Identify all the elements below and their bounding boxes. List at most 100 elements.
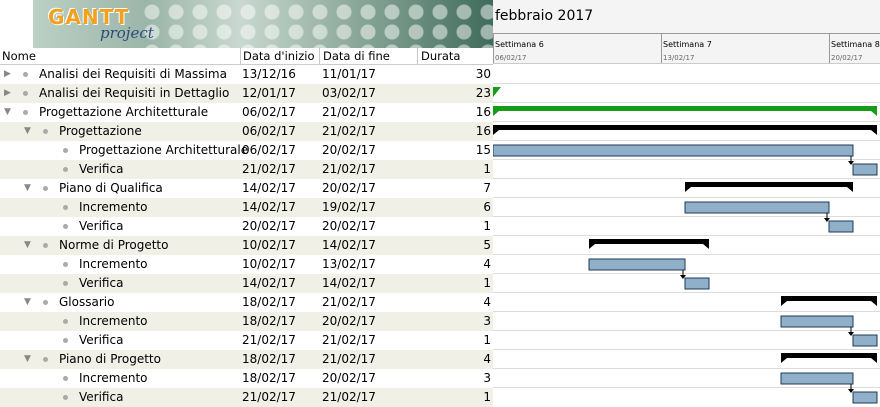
task-bar[interactable] [780, 372, 854, 385]
task-start-date[interactable]: 18/02/17 [242, 371, 296, 385]
task-start-date[interactable]: 14/02/17 [242, 200, 296, 214]
offscreen-phase-bar[interactable] [493, 87, 501, 97]
task-start-date[interactable]: 06/02/17 [242, 124, 296, 138]
task-start-date[interactable]: 13/12/16 [242, 67, 296, 81]
column-header-name[interactable]: Nome [2, 49, 36, 63]
task-duration[interactable]: 16 [475, 105, 491, 119]
task-name[interactable]: Analisi dei Requisiti in Dettaglio [39, 86, 230, 100]
task-duration[interactable]: 1 [483, 390, 491, 404]
phase-summary-bar[interactable] [493, 106, 877, 116]
task-duration[interactable]: 4 [483, 352, 491, 366]
task-row[interactable]: Progettazione Architetturale 06/02/17 20/0… [0, 141, 493, 160]
task-bar[interactable] [852, 391, 878, 404]
task-end-date[interactable]: 21/02/17 [322, 333, 376, 347]
collapse-arrow-icon[interactable]: ▼ [24, 183, 31, 193]
expand-arrow-icon[interactable]: ▶ [4, 88, 11, 98]
task-end-date[interactable]: 20/02/17 [322, 219, 376, 233]
column-header-start[interactable]: Data d'inizio [243, 49, 315, 63]
collapse-arrow-icon[interactable]: ▼ [24, 354, 31, 364]
task-start-date[interactable]: 14/02/17 [242, 181, 296, 195]
task-name[interactable]: Progettazione Architetturale [79, 143, 249, 157]
task-end-date[interactable]: 21/02/17 [322, 390, 376, 404]
task-row[interactable]: Incremento 10/02/17 13/02/17 4 [0, 255, 493, 274]
task-start-date[interactable]: 18/02/17 [242, 314, 296, 328]
task-duration[interactable]: 15 [475, 143, 491, 157]
task-row[interactable]: ▼ Piano di Qualifica 14/02/17 20/02/17 7 [0, 179, 493, 198]
task-end-date[interactable]: 13/02/17 [322, 257, 376, 271]
task-name[interactable]: Analisi dei Requisiti di Massima [39, 67, 227, 81]
task-start-date[interactable]: 21/02/17 [242, 333, 296, 347]
collapse-arrow-icon[interactable]: ▼ [4, 107, 11, 117]
task-end-date[interactable]: 20/02/17 [322, 314, 376, 328]
task-start-date[interactable]: 12/01/17 [242, 86, 296, 100]
summary-bar[interactable] [685, 182, 853, 192]
column-header-duration[interactable]: Durata [421, 49, 461, 63]
task-start-date[interactable]: 18/02/17 [242, 295, 296, 309]
task-start-date[interactable]: 21/02/17 [242, 390, 296, 404]
task-row[interactable]: ▼ Norme di Progetto 10/02/17 14/02/17 5 [0, 236, 493, 255]
task-row[interactable]: Verifica 21/02/17 21/02/17 1 [0, 160, 493, 179]
task-duration[interactable]: 1 [483, 276, 491, 290]
task-duration[interactable]: 1 [483, 333, 491, 347]
task-start-date[interactable]: 14/02/17 [242, 276, 296, 290]
task-duration[interactable]: 6 [483, 200, 491, 214]
task-start-date[interactable]: 21/02/17 [242, 162, 296, 176]
task-bar[interactable] [828, 220, 854, 233]
collapse-arrow-icon[interactable]: ▼ [24, 240, 31, 250]
task-duration[interactable]: 3 [483, 314, 491, 328]
column-header-end[interactable]: Data di fine [323, 49, 390, 63]
task-bar[interactable] [780, 315, 854, 328]
expand-arrow-icon[interactable]: ▶ [4, 69, 11, 79]
task-start-date[interactable]: 20/02/17 [242, 219, 296, 233]
task-duration[interactable]: 4 [483, 295, 491, 309]
task-row[interactable]: Verifica 21/02/17 21/02/17 1 [0, 331, 493, 350]
task-name[interactable]: Incremento [79, 257, 148, 271]
task-row[interactable]: ▼ Piano di Progetto 18/02/17 21/02/17 4 [0, 350, 493, 369]
column-divider[interactable] [240, 48, 241, 64]
task-row[interactable]: ▶ Analisi dei Requisiti di Massima 13/12/1… [0, 65, 493, 84]
task-end-date[interactable]: 20/02/17 [322, 143, 376, 157]
task-duration[interactable]: 5 [483, 238, 491, 252]
task-duration[interactable]: 1 [483, 219, 491, 233]
task-row[interactable]: ▼ Glossario 18/02/17 21/02/17 4 [0, 293, 493, 312]
task-name[interactable]: Verifica [79, 276, 124, 290]
task-start-date[interactable]: 10/02/17 [242, 257, 296, 271]
collapse-arrow-icon[interactable]: ▼ [24, 297, 31, 307]
task-end-date[interactable]: 21/02/17 [322, 124, 376, 138]
task-name[interactable]: Incremento [79, 314, 148, 328]
summary-bar[interactable] [493, 125, 877, 135]
task-bar[interactable] [852, 163, 878, 176]
task-end-date[interactable]: 21/02/17 [322, 162, 376, 176]
task-end-date[interactable]: 14/02/17 [322, 238, 376, 252]
task-row[interactable]: Verifica 14/02/17 14/02/17 1 [0, 274, 493, 293]
task-name[interactable]: Verifica [79, 390, 124, 404]
task-name[interactable]: Norme di Progetto [59, 238, 169, 252]
summary-bar[interactable] [781, 353, 877, 363]
task-start-date[interactable]: 06/02/17 [242, 105, 296, 119]
task-duration[interactable]: 1 [483, 162, 491, 176]
task-start-date[interactable]: 18/02/17 [242, 352, 296, 366]
task-duration[interactable]: 23 [475, 86, 491, 100]
task-bar[interactable] [684, 277, 710, 290]
column-divider[interactable] [417, 48, 418, 64]
task-duration[interactable]: 3 [483, 371, 491, 385]
task-name[interactable]: Progettazione Architetturale [39, 105, 209, 119]
task-row[interactable]: Verifica 20/02/17 20/02/17 1 [0, 217, 493, 236]
collapse-arrow-icon[interactable]: ▼ [24, 126, 31, 136]
task-row[interactable]: Verifica 21/02/17 21/02/17 1 [0, 388, 493, 407]
task-duration[interactable]: 30 [475, 67, 491, 81]
task-name[interactable]: Piano di Progetto [59, 352, 161, 366]
task-name[interactable]: Verifica [79, 219, 124, 233]
task-end-date[interactable]: 19/02/17 [322, 200, 376, 214]
task-end-date[interactable]: 21/02/17 [322, 105, 376, 119]
task-row[interactable]: Incremento 18/02/17 20/02/17 3 [0, 312, 493, 331]
task-name[interactable]: Incremento [79, 200, 148, 214]
task-name[interactable]: Incremento [79, 371, 148, 385]
task-bar[interactable] [588, 258, 686, 271]
task-name[interactable]: Piano di Qualifica [59, 181, 163, 195]
task-end-date[interactable]: 03/02/17 [322, 86, 376, 100]
task-row[interactable]: ▼ Progettazione 06/02/17 21/02/17 16 [0, 122, 493, 141]
task-bar[interactable] [684, 201, 830, 214]
task-row[interactable]: Incremento 14/02/17 19/02/17 6 [0, 198, 493, 217]
task-start-date[interactable]: 10/02/17 [242, 238, 296, 252]
